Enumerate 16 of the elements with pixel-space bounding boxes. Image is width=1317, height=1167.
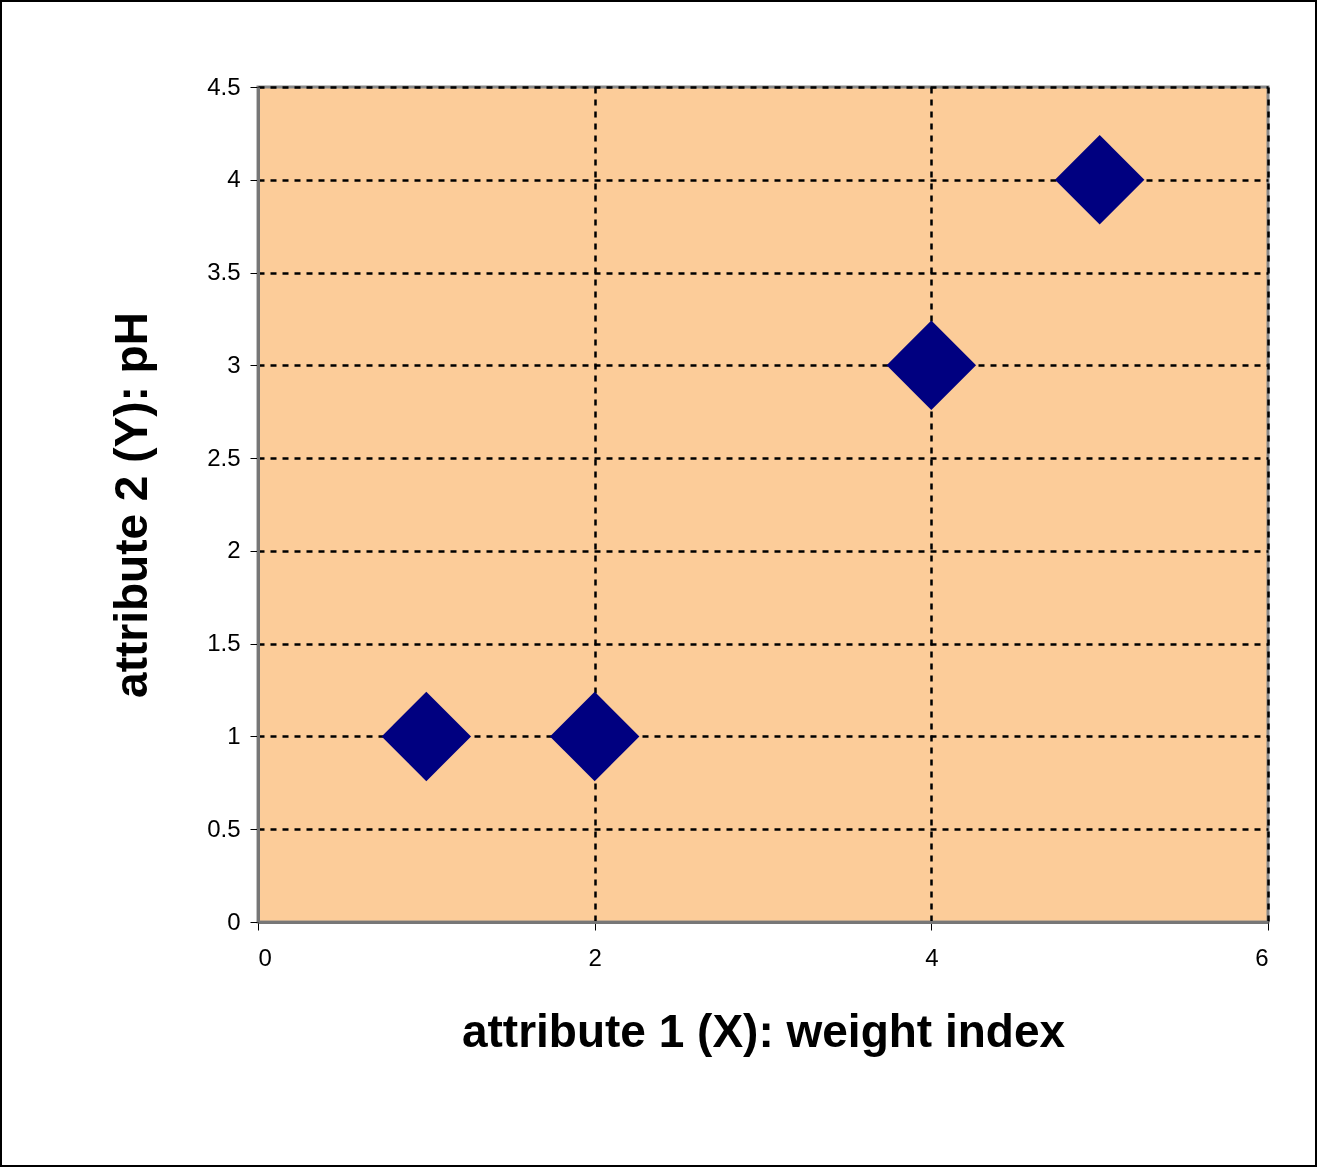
y-axis-title: attribute 2 (Y): pH bbox=[105, 312, 158, 698]
y-tick-label: 3 bbox=[227, 350, 241, 378]
y-tick-label: 4 bbox=[227, 165, 241, 193]
y-tick-label: 3.5 bbox=[207, 258, 241, 286]
y-tick-label: 2.5 bbox=[207, 443, 241, 471]
x-tick-label: 4 bbox=[925, 943, 939, 971]
y-tick-label: 2 bbox=[227, 536, 241, 564]
x-tick-label: 0 bbox=[258, 943, 272, 971]
x-tick-label: 6 bbox=[1255, 943, 1269, 971]
y-tick-label: 4.5 bbox=[207, 72, 241, 100]
x-tick-label: 2 bbox=[588, 943, 602, 971]
y-tick-label: 0 bbox=[227, 907, 241, 935]
y-tick-label: 1.5 bbox=[207, 629, 241, 657]
y-tick-label: 1 bbox=[227, 721, 241, 749]
y-tick-label: 0.5 bbox=[207, 814, 241, 842]
x-axis-title: attribute 1 (X): weight index bbox=[461, 1004, 1066, 1057]
